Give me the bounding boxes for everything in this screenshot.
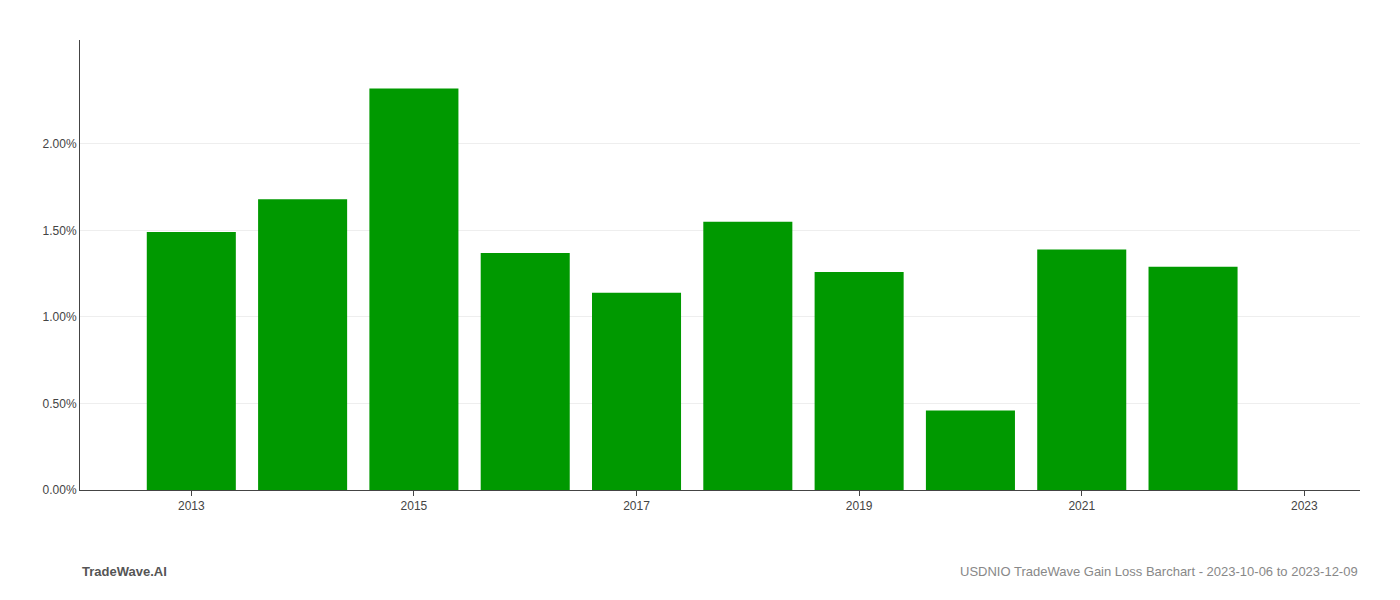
- svg-text:2017: 2017: [623, 499, 650, 513]
- svg-text:2.00%: 2.00%: [43, 137, 77, 151]
- svg-text:1.50%: 1.50%: [43, 224, 77, 238]
- svg-text:2015: 2015: [401, 499, 428, 513]
- svg-text:USDNIO TradeWave Gain Loss Bar: USDNIO TradeWave Gain Loss Barchart - 20…: [960, 564, 1358, 579]
- svg-text:2019: 2019: [846, 499, 873, 513]
- svg-text:TradeWave.AI: TradeWave.AI: [82, 564, 167, 579]
- svg-text:0.50%: 0.50%: [43, 397, 77, 411]
- svg-text:2021: 2021: [1068, 499, 1095, 513]
- svg-text:2023: 2023: [1291, 499, 1318, 513]
- svg-text:0.00%: 0.00%: [43, 483, 77, 497]
- svg-text:1.00%: 1.00%: [43, 310, 77, 324]
- svg-text:2013: 2013: [178, 499, 205, 513]
